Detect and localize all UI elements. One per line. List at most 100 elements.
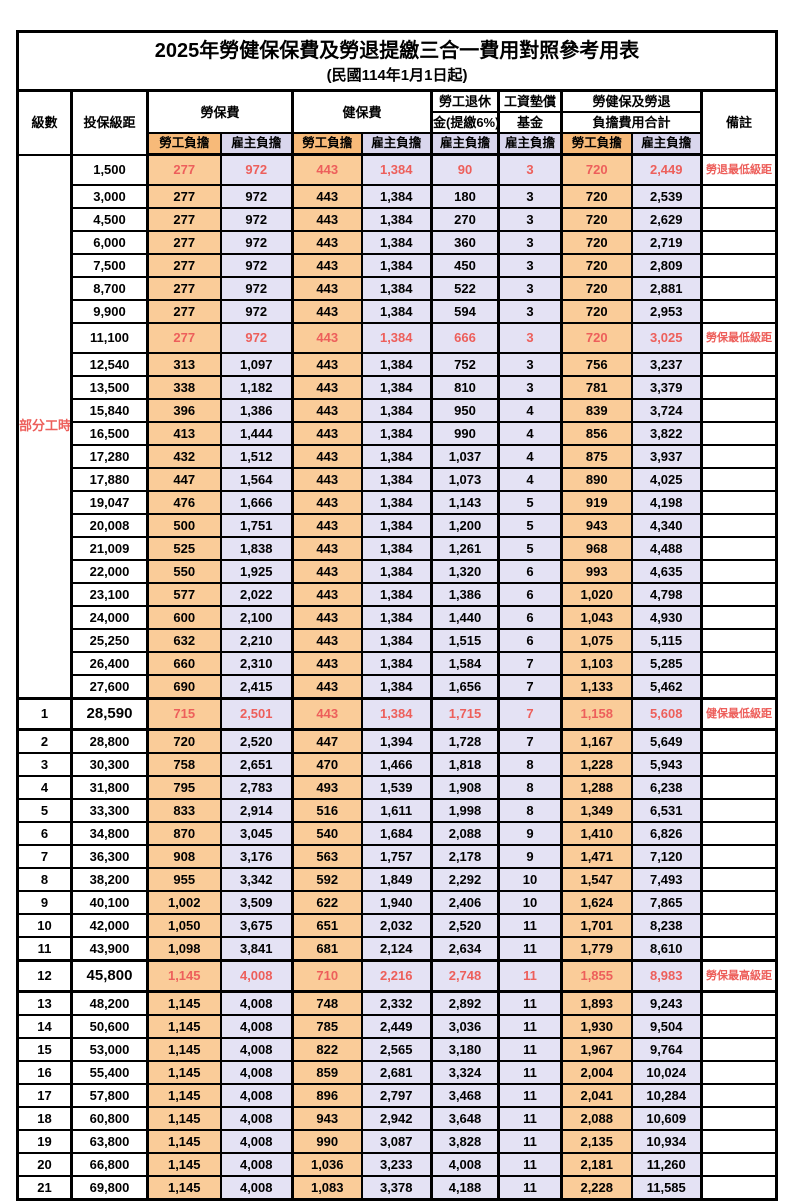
cell-bracket: 4,500 <box>70 207 149 232</box>
cell-hi-emp: 443 <box>291 421 363 446</box>
cell-hi-emp: 443 <box>291 582 363 607</box>
cell-tot-er: 4,798 <box>630 582 703 607</box>
cell-hi-emp: 443 <box>291 513 363 538</box>
cell-li-emp: 277 <box>146 322 222 354</box>
cell-li-er: 3,045 <box>219 821 294 846</box>
cell-li-emp: 277 <box>146 207 222 232</box>
table-row: 9 40,100 1,002 3,509 622 1,940 2,406 10 1,624 7,8… <box>16 890 778 915</box>
table-row: 19 63,800 1,145 4,008 990 3,087 3,828 11 2,135 10… <box>16 1129 778 1154</box>
cell-tot-er: 4,930 <box>630 605 703 630</box>
cell-bracket: 22,000 <box>70 559 149 584</box>
cell-hi-emp: 540 <box>291 821 363 846</box>
cell-fund: 3 <box>497 276 563 301</box>
cell-hi-er: 2,942 <box>360 1106 433 1131</box>
cell-pension: 3,324 <box>430 1060 500 1085</box>
cell-fund: 4 <box>497 421 563 446</box>
cell-hi-er: 1,384 <box>360 674 433 700</box>
cell-remark <box>699 444 778 469</box>
cell-bracket: 33,300 <box>70 798 149 823</box>
table-row: 5 33,300 833 2,914 516 1,611 1,998 8 1,349 6,531 <box>16 798 778 823</box>
cell-pension: 1,818 <box>430 752 500 777</box>
table-row: 13,500 338 1,182 443 1,384 810 3 781 3,379 <box>18 375 778 400</box>
cell-li-er: 4,008 <box>219 1106 294 1131</box>
cell-remark <box>699 728 778 754</box>
cell-bracket: 6,000 <box>70 230 149 255</box>
cell-bracket: 20,008 <box>70 513 149 538</box>
cell-tot-emp: 1,075 <box>560 628 633 653</box>
cell-fund: 3 <box>497 253 563 278</box>
cell-tot-emp: 720 <box>560 322 633 354</box>
cell-hi-emp: 470 <box>291 752 363 777</box>
cell-hi-emp: 493 <box>291 775 363 800</box>
cell-hi-er: 1,384 <box>360 276 433 301</box>
cell-remark <box>699 936 778 962</box>
table-row: 17,880 447 1,564 443 1,384 1,073 4 890 4,025 <box>18 467 778 492</box>
cell-remark <box>699 651 778 676</box>
cell-li-emp: 600 <box>146 605 222 630</box>
cell-li-emp: 795 <box>146 775 222 800</box>
table-row: 20 66,800 1,145 4,008 1,036 3,233 4,008 11 2,181… <box>16 1152 778 1177</box>
cell-tot-er: 3,379 <box>630 375 703 400</box>
cell-remark <box>699 559 778 584</box>
cell-li-emp: 720 <box>146 728 222 754</box>
cell-tot-er: 3,025 <box>630 322 703 354</box>
cell-tot-er: 2,719 <box>630 230 703 255</box>
cell-li-er: 3,841 <box>219 936 294 962</box>
cell-pension: 3,648 <box>430 1106 500 1131</box>
cell-hi-er: 1,384 <box>360 322 433 354</box>
cell-tot-er: 7,493 <box>630 867 703 892</box>
cell-tot-emp: 1,624 <box>560 890 633 915</box>
cell-tot-emp: 1,349 <box>560 798 633 823</box>
cell-remark <box>699 674 778 700</box>
cell-hi-er: 3,233 <box>360 1152 433 1177</box>
cell-tot-emp: 781 <box>560 375 633 400</box>
cell-remark <box>699 184 778 209</box>
header-row-3: 勞工負擔 雇主負擔 勞工負擔 雇主負擔 雇主負擔 雇主負擔 勞工負擔 雇主負擔 <box>18 132 777 156</box>
cell-fund: 11 <box>497 1083 563 1108</box>
cell-bracket: 42,000 <box>70 913 149 938</box>
cell-li-er: 3,675 <box>219 913 294 938</box>
cell-fund: 4 <box>497 467 563 492</box>
cell-hi-er: 1,611 <box>360 798 433 823</box>
cell-tot-emp: 856 <box>560 421 633 446</box>
cell-hi-emp: 443 <box>291 697 363 731</box>
cell-fund: 3 <box>497 375 563 400</box>
cell-fund: 11 <box>497 1014 563 1039</box>
cell-remark <box>699 398 778 423</box>
cell-remark <box>699 844 778 869</box>
cell-fund: 3 <box>497 299 563 324</box>
cell-tot-er: 4,340 <box>630 513 703 538</box>
cell-fund: 3 <box>497 322 563 354</box>
cell-bracket: 7,500 <box>70 253 149 278</box>
cell-pension: 1,728 <box>430 728 500 754</box>
table-row: 14 50,600 1,145 4,008 785 2,449 3,036 11 1,930 9,… <box>16 1014 778 1039</box>
header-row-1: 級數 投保級距 勞保費 健保費 勞工退休 工資墊償 勞健保及勞退 備註 <box>16 89 778 156</box>
table-row: 7,500 277 972 443 1,384 450 3 720 2,809 <box>18 253 778 278</box>
cell-hi-emp: 443 <box>291 184 363 209</box>
cell-remark <box>699 605 778 630</box>
cell-remark <box>699 490 778 515</box>
cell-hi-er: 2,032 <box>360 913 433 938</box>
cell-li-emp: 1,145 <box>146 1106 222 1131</box>
cell-pension: 1,200 <box>430 513 500 538</box>
cell-remark <box>699 821 778 846</box>
cell-li-emp: 277 <box>146 184 222 209</box>
cell-hi-emp: 681 <box>291 936 363 962</box>
cell-hi-er: 1,940 <box>360 890 433 915</box>
cell-tot-er: 5,462 <box>630 674 703 700</box>
cell-tot-emp: 1,855 <box>560 959 633 993</box>
cell-tot-er: 5,285 <box>630 651 703 676</box>
cell-li-emp: 1,145 <box>146 959 222 993</box>
cell-bracket: 38,200 <box>70 867 149 892</box>
cell-pension: 1,584 <box>430 651 500 676</box>
cell-hi-er: 1,384 <box>360 490 433 515</box>
cell-hi-emp: 896 <box>291 1083 363 1108</box>
cell-li-emp: 1,098 <box>146 936 222 962</box>
cell-level: 15 <box>16 1037 73 1062</box>
cell-tot-emp: 919 <box>560 490 633 515</box>
cell-fund: 6 <box>497 605 563 630</box>
table-row: 11 43,900 1,098 3,841 681 2,124 2,634 11 1,779 8,… <box>16 936 778 962</box>
cell-bracket: 13,500 <box>70 375 149 400</box>
cell-tot-emp: 2,041 <box>560 1083 633 1108</box>
cell-bracket: 8,700 <box>70 276 149 301</box>
